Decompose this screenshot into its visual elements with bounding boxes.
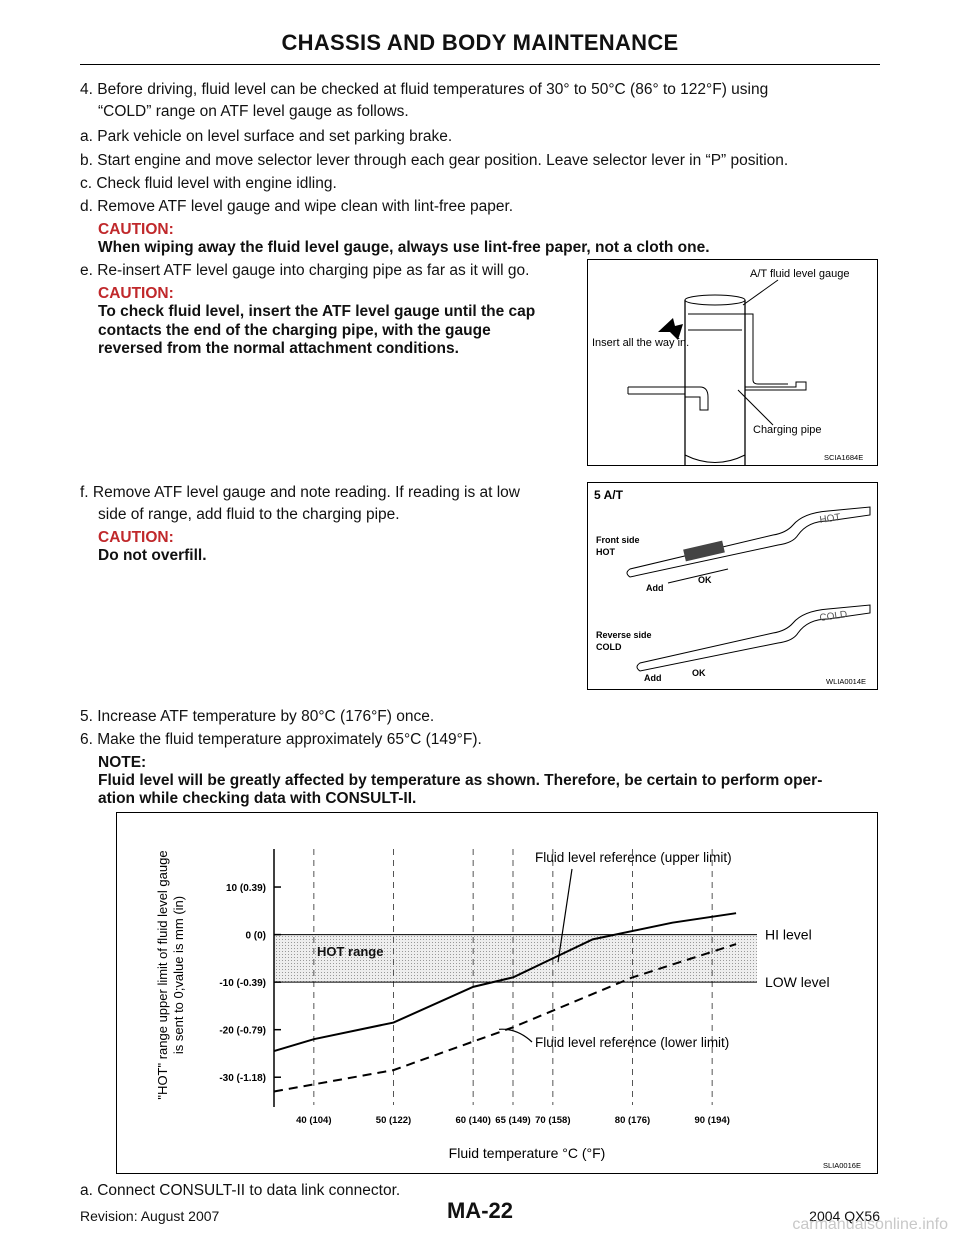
low-level-label: LOW level: [765, 974, 830, 990]
add-label: Add: [646, 583, 664, 593]
x-tick-label: 90 (194): [694, 1115, 729, 1126]
x-tick-label: 70 (158): [535, 1115, 570, 1126]
vertical-gridlines: [313, 849, 713, 1105]
y-tick-label: 0 (0): [245, 931, 266, 942]
y-ticks: 10 (0.39) 0 (0) -10 (-0.39) -20 (-0.79) -30 …: [219, 883, 281, 1084]
cold-engraving: COLD: [819, 609, 848, 624]
header-rule: [80, 64, 880, 65]
upper-limit-leader: [557, 868, 573, 963]
revision-label: Revision: August 2007: [80, 1208, 220, 1224]
x-tick-label: 65 (149): [495, 1115, 530, 1126]
caution-text: contacts the end of the charging pipe, w…: [98, 322, 491, 339]
x-axis-label: Fluid temperature °C (°F): [449, 1145, 606, 1161]
model-label: 2004 QX56: [809, 1208, 880, 1224]
figure-fluid-level-chart: 10 (0.39) 0 (0) -10 (-0.39) -20 (-0.79) -30 …: [116, 812, 878, 1174]
lower-limit-label: Fluid level reference (lower limit): [535, 1035, 729, 1050]
step-5: 5. Increase ATF temperature by 80°C (176…: [80, 708, 435, 725]
y-axis-label: "HOT" range upper limit of fluid level g…: [155, 850, 170, 1099]
figure-title: 5 A/T: [594, 488, 624, 502]
step-e: e. Re-insert ATF level gauge into chargi…: [80, 262, 530, 279]
note-text: Fluid level will be greatly affected by …: [98, 772, 823, 789]
figure-level-gauge: 5 A/T Front side HOT HOT Add OK Reverse …: [587, 482, 878, 690]
step-d: d. Remove ATF level gauge and wipe clean…: [80, 198, 514, 215]
y-tick-label: 10 (0.39): [226, 883, 266, 894]
front-hot-label: HOT: [596, 547, 616, 557]
watermark: carmanualsonline.info: [792, 1216, 948, 1233]
step-c: c. Check fluid level with engine idling.: [80, 175, 337, 192]
series-lines: [273, 912, 737, 1093]
figure-code: SLIA0016E: [823, 1161, 861, 1170]
y-tick-label: -20 (-0.79): [219, 1026, 266, 1037]
gauge-label: A/T fluid level gauge: [750, 268, 849, 280]
page-number: MA-22: [446, 1198, 513, 1223]
page-title: CHASSIS AND BODY MAINTENANCE: [281, 30, 679, 55]
step-b: b. Start engine and move selector lever …: [80, 152, 789, 169]
hot-range-label: HOT range: [317, 944, 383, 959]
y-tick-label: -30 (-1.18): [219, 1073, 266, 1084]
step-a-connect: a. Connect CONSULT-II to data link conne…: [80, 1182, 401, 1199]
x-tick-label: 60 (140): [455, 1115, 490, 1126]
upper-limit-line: [273, 912, 737, 1053]
figure-code: WLIA0014E: [826, 677, 866, 686]
fluid-level-chart: 10 (0.39) 0 (0) -10 (-0.39) -20 (-0.79) -30 …: [155, 849, 861, 1170]
ok-label: OK: [698, 575, 712, 585]
caution-text: To check fluid level, insert the ATF lev…: [98, 303, 536, 320]
hot-engraving: HOT: [819, 512, 841, 526]
note-heading: NOTE:: [98, 754, 147, 771]
add-label: Add: [644, 673, 662, 683]
level-gauge-diagram: 5 A/T Front side HOT HOT Add OK Reverse …: [594, 488, 871, 686]
hi-level-label: HI level: [765, 927, 812, 943]
pipe-label: Charging pipe: [753, 424, 822, 436]
caution-text: When wiping away the fluid level gauge, …: [98, 239, 710, 256]
lower-limit-leader: [498, 1028, 533, 1043]
reverse-side-label: Reverse side: [596, 630, 652, 640]
caution-heading: CAUTION:: [98, 529, 174, 546]
insert-label: Insert all the way in.: [592, 337, 689, 349]
x-ticks: 40 (104) 50 (122) 60 (140) 65 (149) 70 (158)…: [296, 1115, 730, 1126]
caution-text: reversed from the normal attachment cond…: [98, 340, 459, 357]
step-a: a. Park vehicle on level surface and set…: [80, 128, 453, 145]
gauge-insertion-diagram: A/T fluid level gauge Insert all the way…: [592, 268, 863, 465]
x-tick-label: 80 (176): [615, 1115, 650, 1126]
x-tick-label: 40 (104): [296, 1115, 331, 1126]
step-4: 4. Before driving, fluid level can be ch…: [80, 81, 769, 98]
step-f: f. Remove ATF level gauge and note readi…: [80, 484, 520, 501]
caution-heading: CAUTION:: [98, 221, 174, 238]
y-tick-label: -10 (-0.39): [219, 978, 266, 989]
y-axis-label-2: is sent to 0;value is mm (in): [171, 896, 186, 1054]
upper-limit-label: Fluid level reference (upper limit): [535, 850, 732, 865]
reverse-cold-label: COLD: [596, 642, 622, 652]
front-side-label: Front side: [596, 535, 640, 545]
step-6: 6. Make the fluid temperature approximat…: [80, 731, 482, 748]
x-tick-label: 50 (122): [376, 1115, 411, 1126]
ok-label: OK: [692, 668, 706, 678]
figure-gauge-insertion: A/T fluid level gauge Insert all the way…: [587, 259, 878, 466]
lower-limit-line: [273, 943, 737, 1093]
figure-code: SCIA1684E: [824, 453, 863, 462]
caution-text: Do not overfill.: [98, 547, 207, 564]
step-f-cont: side of range, add fluid to the charging…: [98, 506, 400, 523]
step-4-cont: “COLD” range on ATF level gauge as follo…: [98, 103, 409, 120]
note-text: ation while checking data with CONSULT-I…: [98, 790, 417, 807]
hot-range-band: [274, 934, 757, 983]
caution-heading: CAUTION:: [98, 285, 174, 302]
